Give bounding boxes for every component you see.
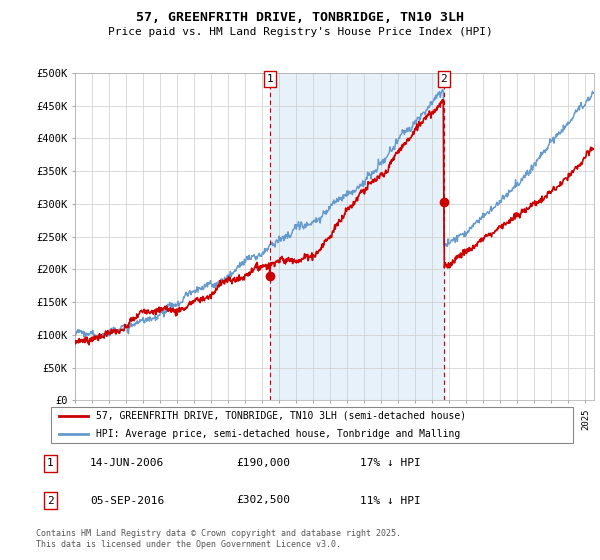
Text: Price paid vs. HM Land Registry's House Price Index (HPI): Price paid vs. HM Land Registry's House …	[107, 27, 493, 37]
Text: 11% ↓ HPI: 11% ↓ HPI	[360, 496, 421, 506]
Text: 1: 1	[266, 74, 273, 84]
Text: £190,000: £190,000	[236, 459, 290, 468]
Text: 2: 2	[440, 74, 447, 84]
Text: 1: 1	[47, 459, 53, 468]
Text: 2: 2	[47, 496, 53, 506]
Text: 17% ↓ HPI: 17% ↓ HPI	[360, 459, 421, 468]
Text: 14-JUN-2006: 14-JUN-2006	[90, 459, 164, 468]
Text: 57, GREENFRITH DRIVE, TONBRIDGE, TN10 3LH: 57, GREENFRITH DRIVE, TONBRIDGE, TN10 3L…	[136, 11, 464, 24]
Text: £302,500: £302,500	[236, 496, 290, 506]
Bar	[270, 73, 444, 400]
Text: HPI: Average price, semi-detached house, Tonbridge and Malling: HPI: Average price, semi-detached house,…	[95, 430, 460, 439]
Text: 57, GREENFRITH DRIVE, TONBRIDGE, TN10 3LH (semi-detached house): 57, GREENFRITH DRIVE, TONBRIDGE, TN10 3L…	[95, 411, 466, 421]
Text: 05-SEP-2016: 05-SEP-2016	[90, 496, 164, 506]
Text: Contains HM Land Registry data © Crown copyright and database right 2025.
This d: Contains HM Land Registry data © Crown c…	[36, 529, 401, 549]
FancyBboxPatch shape	[50, 407, 574, 443]
